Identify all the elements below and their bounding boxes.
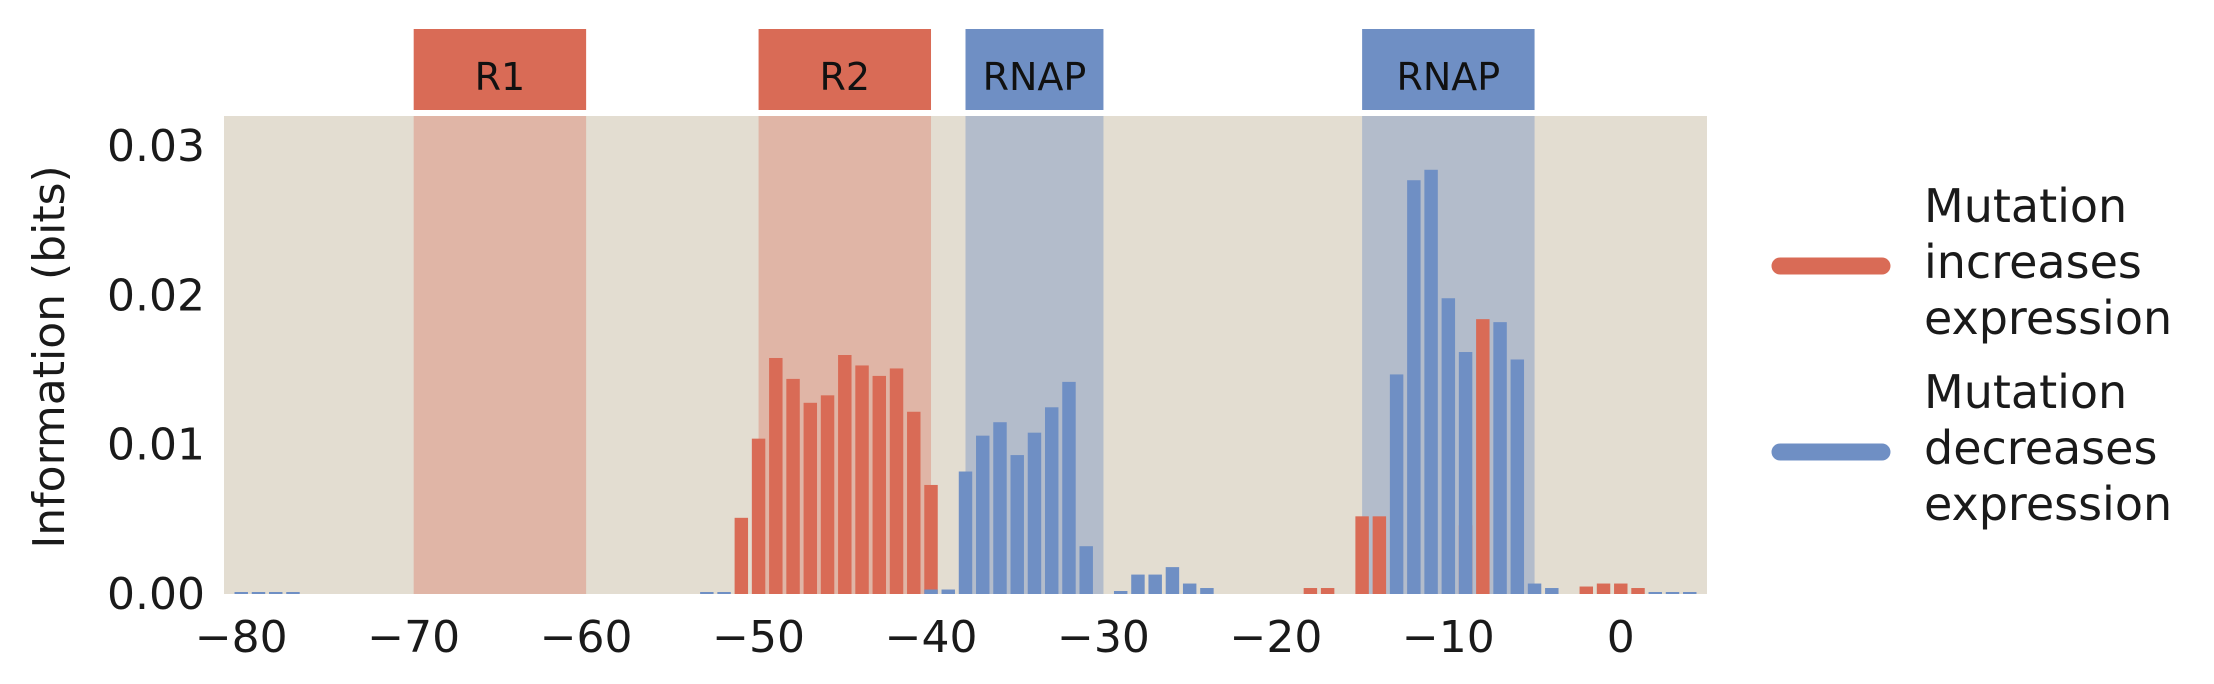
bar (1182, 583, 1197, 594)
bar (803, 402, 818, 594)
x-tick-label: −70 (367, 612, 460, 663)
bar (734, 517, 749, 594)
bar (1545, 588, 1559, 594)
region-header-rnap (1362, 29, 1535, 110)
region-band-r1 (413, 116, 587, 594)
bar (1424, 169, 1438, 594)
bar (1441, 298, 1456, 594)
bar (234, 592, 248, 594)
bar (769, 357, 783, 594)
y-tick-label: 0.00 (107, 569, 205, 620)
bar (1596, 583, 1611, 594)
region-label: R1 (475, 55, 526, 99)
bar (251, 592, 266, 594)
bar (924, 484, 938, 594)
bars (234, 169, 1697, 594)
region-label: R2 (819, 55, 870, 99)
bar (1579, 586, 1594, 594)
x-tick-label: −80 (195, 612, 288, 663)
bar (1372, 516, 1387, 594)
bar (1389, 374, 1404, 594)
x-tick-label: −40 (885, 612, 978, 663)
legend-label-increases: increases (1924, 235, 2142, 289)
bar (286, 592, 300, 594)
axes: −80 −70 −60 −50 −40 −30 −20 −10 0 0.00 0.01 0.02 0.0… (107, 121, 1635, 663)
bar (1527, 583, 1542, 594)
region-label: RNAP (1396, 55, 1500, 99)
y-tick-label: 0.03 (107, 121, 205, 172)
bar (1665, 592, 1680, 594)
bar (1614, 583, 1628, 594)
bar (786, 378, 800, 594)
legend-label-decreases: decreases (1924, 421, 2157, 475)
bar (1355, 516, 1369, 594)
legend-label-decreases: Mutation (1924, 365, 2127, 419)
bar (941, 589, 955, 594)
bar (1320, 588, 1335, 594)
bar (907, 411, 921, 594)
y-tick-label: 0.01 (107, 420, 205, 471)
bar (1493, 322, 1507, 594)
bar (1631, 588, 1645, 594)
bar (1407, 180, 1421, 594)
bar (1476, 319, 1490, 594)
legend: MutationincreasesexpressionMutationdecre… (1771, 179, 2172, 531)
bar (1303, 588, 1318, 594)
x-tick-label: −50 (712, 612, 805, 663)
bar (1200, 588, 1214, 594)
x-tick-label: −60 (540, 612, 633, 663)
bar (1079, 546, 1093, 594)
bar (872, 375, 887, 594)
bar (976, 435, 990, 594)
x-tick-label: 0 (1607, 612, 1635, 663)
region-header-rnap (965, 29, 1104, 110)
bar (1165, 567, 1180, 594)
bar (1683, 592, 1697, 594)
bar (1510, 359, 1525, 594)
bar (700, 592, 714, 594)
x-tick-label: −10 (1402, 612, 1495, 663)
bar (1648, 592, 1662, 594)
bar (1010, 455, 1024, 594)
legend-label-increases: expression (1924, 291, 2172, 345)
bar (1027, 432, 1042, 594)
bar (924, 589, 938, 594)
bar (717, 592, 731, 594)
y-axis-title: Information (bits) (24, 165, 75, 548)
legend-label-decreases: expression (1924, 477, 2172, 531)
highlight-regions: R1 R2 RNAP RNAP (413, 29, 1535, 594)
bar (820, 395, 835, 594)
bar (751, 438, 766, 594)
bar (838, 355, 852, 594)
bar (1062, 381, 1076, 594)
bar (855, 365, 869, 594)
bar (1113, 591, 1128, 594)
x-tick-label: −20 (1229, 612, 1322, 663)
bar (1458, 352, 1473, 594)
bar (1044, 407, 1059, 594)
bar (269, 592, 283, 594)
y-tick-label: 0.02 (107, 270, 205, 321)
bar (1131, 574, 1145, 594)
region-header-r1 (413, 29, 587, 110)
bar (889, 368, 904, 594)
bar (1148, 574, 1162, 594)
bar (958, 471, 973, 594)
region-label: RNAP (983, 55, 1087, 99)
legend-label-increases: Mutation (1924, 179, 2127, 233)
region-header-r2 (758, 29, 932, 110)
x-tick-label: −30 (1057, 612, 1150, 663)
bar (993, 422, 1007, 594)
